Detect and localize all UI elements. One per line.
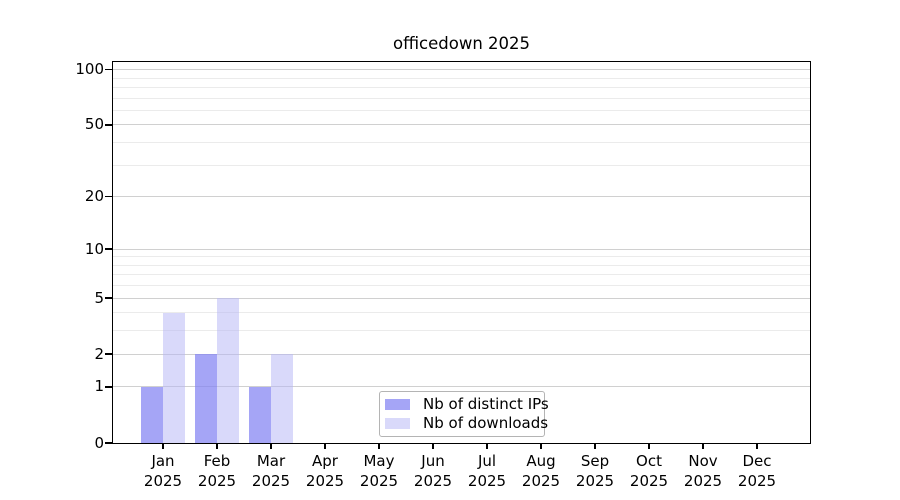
x-tick <box>324 443 326 449</box>
legend: Nb of distinct IPs Nb of downloads <box>379 391 549 437</box>
x-tick-label: Jan 2025 <box>143 452 183 490</box>
x-tick <box>702 443 704 449</box>
bar-feb-downloads <box>217 298 239 443</box>
x-tick <box>594 443 596 449</box>
y-tick <box>105 195 112 198</box>
y-tick-label: 0 <box>94 433 104 452</box>
x-tick-label: Aug 2025 <box>521 452 561 490</box>
x-tick-label: Nov 2025 <box>683 452 723 490</box>
legend-swatch-downloads-icon <box>385 418 410 429</box>
x-tick <box>756 443 758 449</box>
bar-jan-downloads <box>163 312 185 443</box>
x-tick <box>216 443 218 449</box>
gridline-minor <box>113 109 810 111</box>
gridline-minor <box>113 164 810 166</box>
gridline-major <box>113 196 810 198</box>
y-tick <box>105 442 112 444</box>
y-tick <box>105 297 112 299</box>
y-tick-label: 2 <box>94 344 104 363</box>
x-tick-label: Oct 2025 <box>629 452 669 490</box>
x-tick <box>270 443 272 449</box>
x-tick <box>540 443 542 449</box>
gridline-major <box>113 386 810 388</box>
bar-mar-downloads <box>271 354 293 443</box>
x-tick-label: Dec 2025 <box>737 452 777 490</box>
gridline-major <box>113 69 810 71</box>
gridline-major <box>113 353 810 355</box>
gridline-minor <box>113 264 810 266</box>
legend-swatch-distinct-ips-icon <box>385 399 410 410</box>
legend-item-downloads: Nb of downloads <box>380 415 548 432</box>
gridline-minor <box>113 256 810 258</box>
gridline-minor <box>113 77 810 79</box>
y-tick-label: 100 <box>75 60 104 79</box>
legend-label-downloads: Nb of downloads <box>423 414 549 432</box>
bar-mar-distinct-ips <box>249 386 271 443</box>
x-tick-label: Jun 2025 <box>413 452 453 490</box>
x-tick-label: Mar 2025 <box>251 452 291 490</box>
gridline-minor <box>113 312 810 314</box>
legend-label-distinct-ips: Nb of distinct IPs <box>423 395 549 413</box>
x-tick <box>162 443 164 449</box>
y-tick <box>105 124 112 126</box>
y-tick <box>105 68 112 71</box>
chart-title: officedown 2025 <box>392 34 531 53</box>
y-tick <box>105 386 112 388</box>
y-tick <box>105 248 112 250</box>
gridline-minor <box>113 97 810 99</box>
x-tick-label: May 2025 <box>359 452 399 490</box>
gridline-minor <box>113 142 810 144</box>
bar-jan-distinct-ips <box>141 386 163 443</box>
x-tick <box>432 443 434 449</box>
bar-feb-distinct-ips <box>195 354 217 443</box>
gridline-major <box>113 297 810 299</box>
x-tick <box>378 443 380 449</box>
legend-item-distinct-ips: Nb of distinct IPs <box>380 396 549 413</box>
y-tick-label: 10 <box>84 239 104 258</box>
y-tick-label: 20 <box>84 187 104 206</box>
gridline-minor <box>113 86 810 88</box>
x-tick <box>648 443 650 449</box>
x-tick-label: Sep 2025 <box>575 452 615 490</box>
x-tick-label: Feb 2025 <box>197 452 237 490</box>
x-tick-label: Jul 2025 <box>467 452 507 490</box>
gridline-minor <box>113 330 810 332</box>
y-tick-label: 50 <box>84 115 104 134</box>
gridline-major <box>113 124 810 126</box>
gridline-major <box>113 248 810 250</box>
plot-area <box>113 62 810 443</box>
gridline-minor <box>113 285 810 287</box>
y-tick-label: 1 <box>94 377 104 396</box>
y-tick <box>105 353 112 355</box>
x-tick <box>486 443 488 449</box>
gridline-minor <box>113 274 810 276</box>
y-tick-label: 5 <box>94 288 104 307</box>
x-tick-label: Apr 2025 <box>305 452 345 490</box>
